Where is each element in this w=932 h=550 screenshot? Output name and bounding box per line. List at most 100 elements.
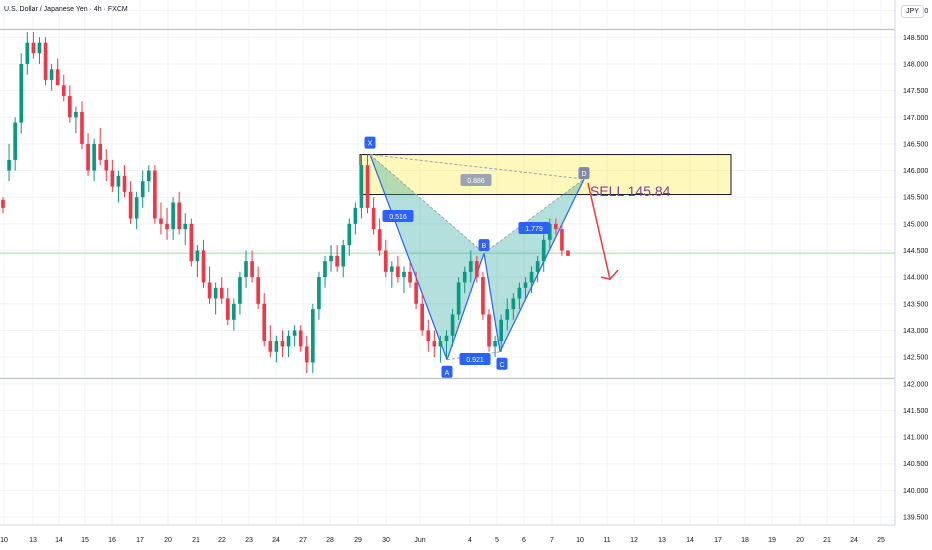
projection-arrow xyxy=(587,182,619,280)
point-d-label: D xyxy=(581,171,586,178)
horizontal-levels xyxy=(0,28,895,379)
candle-body xyxy=(183,223,188,230)
candle-body xyxy=(74,111,78,118)
candle-body xyxy=(566,250,570,256)
candle-body xyxy=(232,303,236,320)
y-tick-label: 145.500 xyxy=(903,195,928,202)
candle-body xyxy=(92,143,96,171)
currency-badge[interactable]: JPY xyxy=(901,5,924,18)
candle-body xyxy=(468,261,473,272)
price-axis-bg xyxy=(895,0,932,550)
point-d-label-bg xyxy=(578,167,590,180)
candle-body xyxy=(219,287,224,299)
bcd-triangle xyxy=(484,179,584,352)
y-tick-label: 144.500 xyxy=(903,248,928,255)
candle-body xyxy=(541,239,546,262)
ratio-label-bg xyxy=(382,210,414,222)
candle-body xyxy=(19,63,24,123)
y-tick-label: 148.000 xyxy=(903,61,928,68)
candle-body xyxy=(554,223,558,230)
candle-body xyxy=(414,282,418,304)
candle-body xyxy=(244,261,248,278)
candle-body xyxy=(280,341,285,347)
candle-body xyxy=(341,245,346,267)
x-tick-label: 13 xyxy=(29,537,37,544)
candle-body xyxy=(80,111,84,144)
candle-body xyxy=(547,223,552,240)
y-tick-label: 148.500 xyxy=(903,35,928,42)
candle-body xyxy=(250,261,254,278)
candle-body xyxy=(262,303,267,342)
candle-body xyxy=(116,175,121,187)
candle-body xyxy=(55,69,60,86)
ratio-label: 0.921 xyxy=(466,357,484,364)
ratio-label: 0.886 xyxy=(467,178,485,185)
y-tick-label: 140.000 xyxy=(903,488,928,495)
candle-body xyxy=(487,314,491,347)
candle-body xyxy=(177,202,182,230)
sell-label: SELL 145.84 xyxy=(590,183,671,199)
candle-body xyxy=(31,42,36,54)
candle-body xyxy=(213,287,218,299)
x-tick-label: 24 xyxy=(272,537,280,544)
candle-body xyxy=(353,207,358,224)
x-tick-label: 29 xyxy=(354,537,362,544)
xa-leg xyxy=(369,154,448,360)
y-tick-label: 142.500 xyxy=(903,355,928,362)
candle-body xyxy=(444,335,449,342)
time-axis[interactable]: 10 13 14 15 16 17 20 21 22 23 24 27 28 29 30 Jun 4 5 6 7 10 1… xyxy=(0,524,895,544)
candle-body xyxy=(523,282,528,288)
candle-body xyxy=(499,319,503,342)
x-tick-label: 6 xyxy=(522,537,526,544)
price-axis[interactable]: 149.000148.500148.000147.500147.000146.5… xyxy=(894,0,932,550)
candle-body xyxy=(359,165,364,208)
candle-body xyxy=(286,335,291,347)
candle-body xyxy=(128,191,133,219)
x-tick-label: 19 xyxy=(768,537,776,544)
point-c-label-bg xyxy=(496,357,508,370)
candle-body xyxy=(535,261,540,272)
candle-body xyxy=(511,298,516,310)
candle-body xyxy=(13,122,17,160)
candle-body xyxy=(195,250,200,262)
candle-body xyxy=(61,85,66,96)
symbol-title: U.S. Dollar / Japanese Yen · 4h · FXCM xyxy=(4,6,128,13)
candle-body xyxy=(49,69,54,80)
candle-body xyxy=(122,175,127,192)
x-tick-label: 15 xyxy=(81,537,89,544)
candle-body xyxy=(134,197,139,219)
x-tick-label: 25 xyxy=(877,537,885,544)
candlesticks xyxy=(1,31,570,374)
bc-leg xyxy=(483,253,501,352)
x-tick-label: 13 xyxy=(658,537,666,544)
candle-body xyxy=(383,250,388,272)
candle-body xyxy=(256,277,260,304)
candle-body xyxy=(304,346,309,363)
candle-body xyxy=(189,223,194,262)
y-tick-label: 146.000 xyxy=(903,168,928,175)
candle-body xyxy=(146,170,151,182)
point-a-label: A xyxy=(445,370,450,377)
x-tick-label: 21 xyxy=(192,537,200,544)
x-tick-label: 30 xyxy=(382,537,390,544)
point-b-label: B xyxy=(482,243,487,250)
candle-body xyxy=(426,330,431,342)
ratio-label: 1.779 xyxy=(525,226,543,233)
x-tick-label: 21 xyxy=(823,537,831,544)
x-tick-label: 11 xyxy=(603,537,610,544)
candle-body xyxy=(323,261,327,278)
candle-body xyxy=(110,170,115,187)
x-tick-label: 18 xyxy=(741,537,749,544)
candle-body xyxy=(37,42,42,54)
candle-body xyxy=(43,42,48,80)
pattern-labels: X A B C D 0.516 0.886 0.921 1.779 xyxy=(364,136,590,378)
x-tick-label: 20 xyxy=(164,537,172,544)
candle-body xyxy=(317,277,321,310)
point-b-label-bg xyxy=(478,239,490,252)
harmonic-pattern xyxy=(369,154,585,361)
x-tick-label: 14 xyxy=(686,537,694,544)
candle-body xyxy=(98,143,103,160)
candle-body xyxy=(432,341,437,347)
candle-body xyxy=(505,309,510,320)
